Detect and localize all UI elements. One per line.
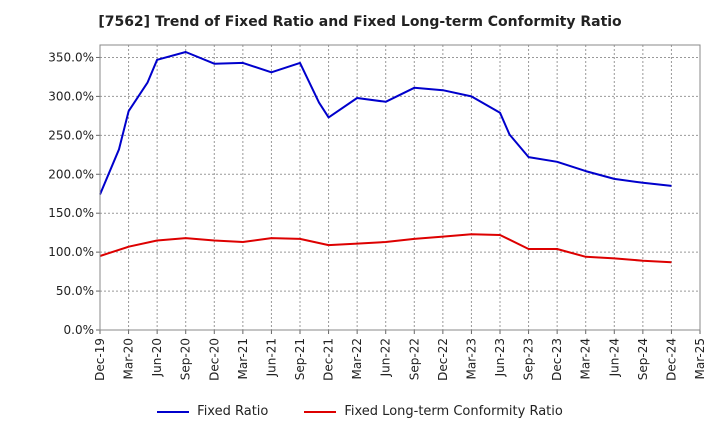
x-tick-label: Dec-23 [550,338,564,381]
x-tick-label: Jun-24 [607,338,621,377]
x-tick-label: Mar-24 [579,338,593,379]
y-tick-label: 0.0% [64,323,95,337]
legend-swatch-fixed-long-term-conformity-ratio [304,410,337,413]
y-tick-label: 350.0% [48,50,94,64]
x-tick-label: Dec-24 [664,338,678,381]
x-tick-label: Sep-21 [293,338,307,380]
legend-item-fixed-long-term-conformity-ratio: Fixed Long-term Conformity Ratio [304,404,563,419]
legend-label-fixed-ratio: Fixed Ratio [197,404,269,419]
x-tick-label: Sep-23 [522,338,536,380]
x-tick-label: Sep-24 [636,338,650,380]
series-lines [99,51,672,264]
grid-lines [100,45,700,330]
x-tick-label: Jun-22 [379,338,393,377]
y-tick-label: 200.0% [48,167,94,181]
series-line-fixed-ratio [99,51,672,195]
x-tick-label: Jun-20 [150,338,164,377]
legend-item-fixed-ratio: Fixed Ratio [157,404,268,419]
x-tick-label: Sep-20 [179,338,193,380]
x-axis-ticks: Dec-19 Mar-20 Jun-20 Sep-20 Dec-20 Mar-21 Jun-… [93,330,707,381]
y-tick-label: 300.0% [48,89,94,103]
x-tick-label: Dec-21 [322,338,336,381]
x-tick-label: Dec-22 [436,338,450,381]
plot-frame [99,44,701,331]
x-tick-label: Dec-20 [207,338,221,381]
x-tick-label: Sep-22 [407,338,421,380]
x-tick-label: Mar-20 [122,338,136,379]
legend-label-fixed-long-term-conformity-ratio: Fixed Long-term Conformity Ratio [344,404,563,419]
chart-title: [7562] Trend of Fixed Ratio and Fixed Lo… [98,14,622,30]
x-tick-label: Mar-22 [350,338,364,379]
legend-swatch-fixed-ratio [157,410,190,413]
x-tick-label: Dec-19 [93,338,107,381]
y-axis-ticks: 0.0% 50.0% 100.0% 150.0% 200.0% 250.0% 300.0% 3… [48,50,100,337]
legend: Fixed Ratio Fixed Long-term Conformity R… [0,404,720,419]
x-tick-label: Jun-21 [264,338,278,377]
x-tick-label: Jun-23 [493,338,507,377]
x-tick-label: Mar-21 [236,338,250,379]
y-tick-label: 150.0% [48,206,94,220]
x-tick-label: Mar-25 [693,338,707,379]
y-tick-label: 100.0% [48,245,94,259]
x-tick-label: Mar-23 [464,338,478,379]
series-line-fixed-long-term-conformity-ratio [99,233,672,264]
y-tick-label: 50.0% [56,284,94,298]
y-tick-label: 250.0% [48,128,94,142]
